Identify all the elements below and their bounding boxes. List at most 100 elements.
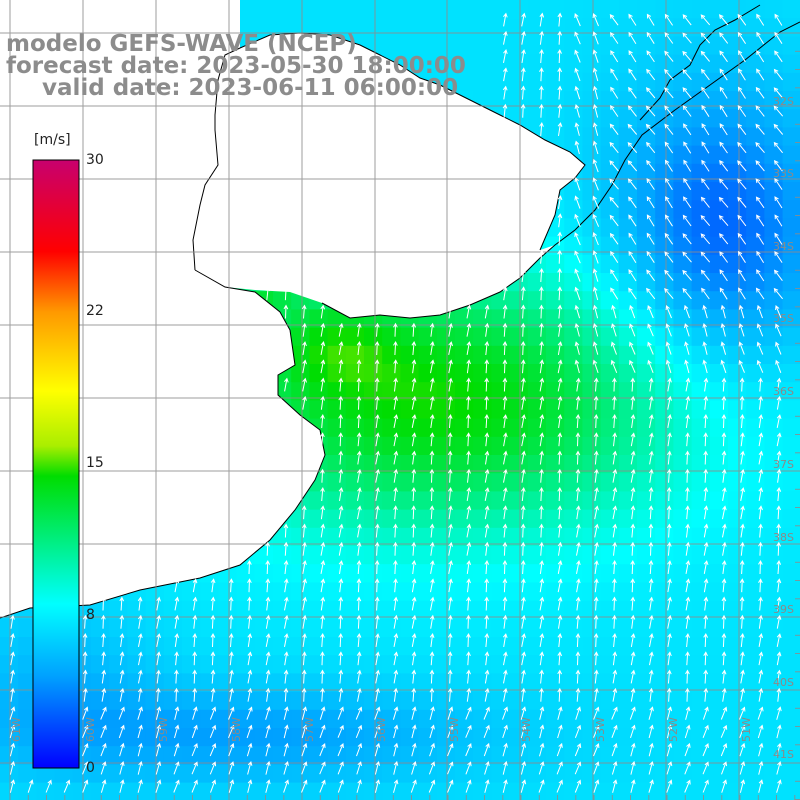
wind-arrow xyxy=(337,761,344,775)
wind-arrow xyxy=(664,123,674,135)
wind-cell xyxy=(382,491,401,511)
wind-arrow xyxy=(593,432,599,447)
wind-arrow xyxy=(393,450,399,465)
wind-arrow xyxy=(393,779,399,793)
wind-arrow xyxy=(539,12,545,27)
wind-cell xyxy=(364,637,383,656)
wind-cell xyxy=(564,345,583,365)
wind-arrow xyxy=(10,669,15,684)
wind-cell xyxy=(564,546,583,565)
wind-arrow xyxy=(356,651,362,666)
wind-cell xyxy=(18,709,37,729)
wind-arrow xyxy=(702,761,709,775)
wind-cell xyxy=(309,564,329,583)
wind-arrow xyxy=(502,614,508,629)
wind-cell xyxy=(473,18,492,37)
wind-arrow xyxy=(739,395,745,410)
wind-arrow xyxy=(337,779,344,793)
wind-arrow xyxy=(520,742,527,757)
wind-cell xyxy=(163,600,183,620)
wind-arrow xyxy=(557,85,563,100)
wind-arrow xyxy=(719,159,729,172)
wind-arrow xyxy=(738,287,746,300)
wind-cell xyxy=(709,291,729,310)
colorbar-tick-15: 15 xyxy=(86,455,104,471)
wind-arrow xyxy=(649,651,654,666)
wind-arrow xyxy=(302,541,307,556)
wind-arrow xyxy=(337,706,344,720)
wind-arrow xyxy=(447,779,454,793)
wind-arrow xyxy=(557,195,563,209)
wind-cell xyxy=(327,509,347,529)
wind-cell xyxy=(582,455,602,474)
wind-arrow xyxy=(719,141,728,154)
wind-cell xyxy=(600,691,620,711)
wind-cell xyxy=(527,54,547,74)
wind-arrow xyxy=(357,468,362,483)
wind-cell xyxy=(582,236,602,256)
wind-cell xyxy=(746,291,765,310)
wind-cell xyxy=(546,345,565,365)
wind-cell xyxy=(418,582,438,602)
wind-cell xyxy=(564,764,583,784)
wind-cell xyxy=(746,91,765,110)
wind-arrow xyxy=(539,633,545,647)
wind-cell xyxy=(746,546,765,565)
wind-cell xyxy=(527,764,547,784)
wind-cell xyxy=(564,582,583,602)
wind-arrow xyxy=(593,377,599,392)
wind-arrow xyxy=(646,287,656,300)
wind-arrow xyxy=(757,724,764,739)
wind-cell xyxy=(673,54,693,74)
wind-arrow xyxy=(776,724,782,739)
wind-arrow xyxy=(574,779,582,793)
wind-cell xyxy=(691,618,711,638)
wind-cell xyxy=(673,618,693,638)
wind-cell xyxy=(728,400,747,420)
wind-cell xyxy=(527,364,547,383)
wind-cell xyxy=(582,564,602,583)
wind-cell xyxy=(782,673,800,693)
wind-arrow xyxy=(539,486,544,502)
wind-arrow xyxy=(118,706,125,720)
wind-arrow xyxy=(502,377,508,392)
wind-cell xyxy=(673,655,693,674)
wind-arrow xyxy=(646,232,655,245)
wind-arrow xyxy=(520,505,526,520)
wind-arrow xyxy=(539,651,545,666)
wind-arrow xyxy=(502,760,508,775)
wind-cell xyxy=(728,673,747,693)
wind-arrow xyxy=(338,669,344,684)
wind-arrow xyxy=(502,359,508,374)
wind-cell xyxy=(436,728,456,747)
wind-cell xyxy=(728,254,747,274)
wind-cell xyxy=(455,418,474,438)
wind-arrow xyxy=(393,760,399,775)
wind-arrow xyxy=(575,669,581,684)
wind-arrow xyxy=(664,141,674,154)
wind-cell xyxy=(709,91,729,110)
wind-cell xyxy=(109,655,128,674)
wind-cell xyxy=(236,564,256,583)
wind-arrow xyxy=(721,761,728,775)
wind-cell xyxy=(728,618,747,638)
wind-arrow xyxy=(740,505,745,520)
land-polygon xyxy=(0,0,800,318)
wind-arrow xyxy=(630,559,635,575)
wind-arrow xyxy=(502,304,508,319)
wind-arrow xyxy=(137,724,143,739)
wind-cell xyxy=(327,491,347,511)
wind-cell xyxy=(327,400,347,420)
wind-arrow xyxy=(667,633,672,647)
wind-cell xyxy=(400,327,420,347)
wind-cell xyxy=(637,182,656,201)
wind-arrow xyxy=(228,779,235,793)
wind-cell xyxy=(637,145,656,165)
wind-arrow xyxy=(649,432,654,447)
wind-cell xyxy=(527,72,547,92)
wind-cell xyxy=(673,345,693,365)
wind-cell xyxy=(491,637,511,656)
wind-arrow xyxy=(737,250,746,263)
wind-cell xyxy=(327,418,347,438)
